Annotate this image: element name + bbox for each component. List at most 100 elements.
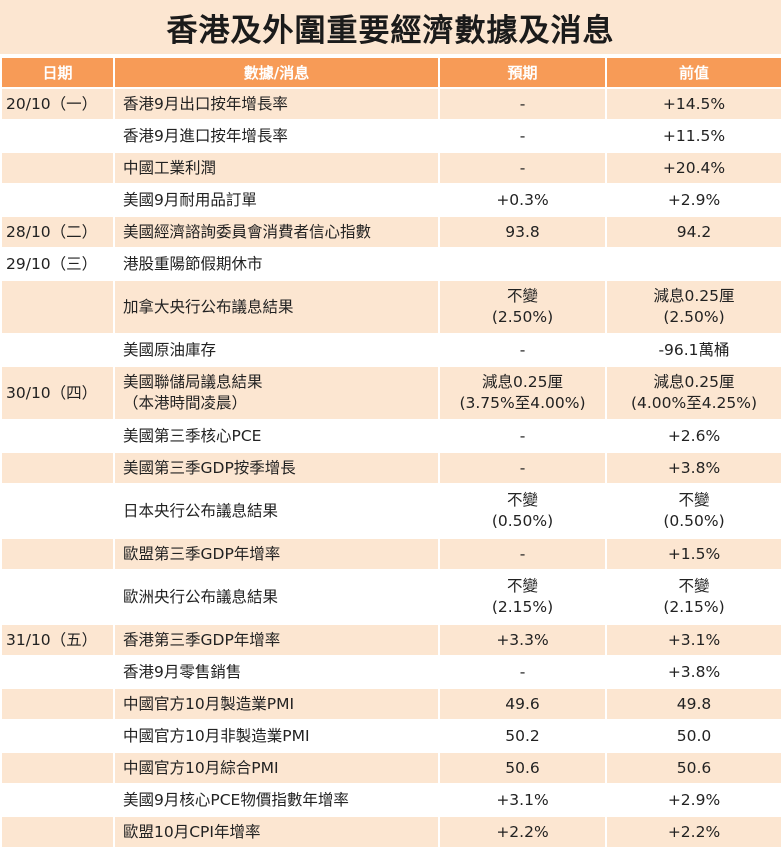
cell-item: 日本央行公布議息結果 <box>113 483 440 539</box>
column-header-previous: 前值 <box>605 56 781 89</box>
cell-previous: 不變 (2.15%) <box>605 569 781 625</box>
table-row: 美國第三季GDP按季增長 - +3.8% <box>0 451 781 485</box>
cell-expected: 減息0.25厘 (3.75%至4.00%) <box>438 365 607 421</box>
column-header-expected: 預期 <box>438 56 607 89</box>
cell-date <box>0 483 115 539</box>
cell-item: 歐洲央行公布議息結果 <box>113 569 440 625</box>
cell-previous: +14.5% <box>605 87 781 121</box>
cell-item: 香港第三季GDP年增率 <box>113 623 440 657</box>
cell-date <box>0 183 115 217</box>
table-row: 20/10（一） 香港9月出口按年增長率 - +14.5% <box>0 87 781 121</box>
cell-date: 30/10（四） <box>0 365 115 421</box>
cell-item: 中國工業利潤 <box>113 151 440 185</box>
cell-expected: - <box>438 119 607 153</box>
cell-expected: +3.3% <box>438 623 607 657</box>
cell-date <box>0 783 115 817</box>
cell-item: 美國經濟諮詢委員會消費者信心指數 <box>113 215 440 249</box>
cell-previous: 不變 (0.50%) <box>605 483 781 539</box>
cell-previous: +2.6% <box>605 419 781 453</box>
table-row: 美國9月耐用品訂單 +0.3% +2.9% <box>0 183 781 217</box>
table-row: 歐盟第三季GDP年增率 - +1.5% <box>0 537 781 571</box>
table-row: 加拿大央行公布議息結果 不變 (2.50%) 減息0.25厘 (2.50%) <box>0 279 781 335</box>
cell-previous <box>605 247 781 281</box>
cell-date <box>0 279 115 335</box>
cell-date: 29/10（三） <box>0 247 115 281</box>
cell-date: 31/10（五） <box>0 623 115 657</box>
cell-previous: 減息0.25厘 (2.50%) <box>605 279 781 335</box>
cell-previous: +3.1% <box>605 623 781 657</box>
cell-previous: 50.6 <box>605 751 781 785</box>
cell-item: 美國第三季核心PCE <box>113 419 440 453</box>
cell-item: 美國9月耐用品訂單 <box>113 183 440 217</box>
cell-date <box>0 687 115 721</box>
cell-item: 香港9月零售銷售 <box>113 655 440 689</box>
cell-expected: 50.2 <box>438 719 607 753</box>
table-row: 歐盟10月CPI年增率 +2.2% +2.2% <box>0 815 781 849</box>
economic-data-table: 日期 數據/消息 預期 前值 20/10（一） 香港9月出口按年增長率 - +14.5… <box>0 56 781 849</box>
cell-item: 中國官方10月製造業PMI <box>113 687 440 721</box>
cell-expected: - <box>438 655 607 689</box>
cell-expected: - <box>438 419 607 453</box>
table-row: 歐洲央行公布議息結果 不變 (2.15%) 不變 (2.15%) <box>0 569 781 625</box>
cell-previous: +3.8% <box>605 451 781 485</box>
table-row: 美國第三季核心PCE - +2.6% <box>0 419 781 453</box>
cell-item: 美國原油庫存 <box>113 333 440 367</box>
cell-previous: +2.9% <box>605 183 781 217</box>
table-header-row: 日期 數據/消息 預期 前值 <box>0 56 781 89</box>
cell-item: 美國9月核心PCE物價指數年增率 <box>113 783 440 817</box>
cell-item: 加拿大央行公布議息結果 <box>113 279 440 335</box>
cell-item: 美國第三季GDP按季增長 <box>113 451 440 485</box>
cell-item: 港股重陽節假期休市 <box>113 247 440 281</box>
cell-date <box>0 419 115 453</box>
table-row: 30/10（四） 美國聯儲局議息結果 （本港時間凌晨） 減息0.25厘 (3.75%至4… <box>0 365 781 421</box>
cell-expected <box>438 247 607 281</box>
cell-expected: - <box>438 537 607 571</box>
cell-date <box>0 537 115 571</box>
column-header-date: 日期 <box>0 56 115 89</box>
cell-expected: 不變 (0.50%) <box>438 483 607 539</box>
cell-item: 歐盟10月CPI年增率 <box>113 815 440 849</box>
cell-expected: +2.2% <box>438 815 607 849</box>
cell-date <box>0 719 115 753</box>
table-row: 美國9月核心PCE物價指數年增率 +3.1% +2.9% <box>0 783 781 817</box>
table-row: 中國工業利潤 - +20.4% <box>0 151 781 185</box>
cell-expected: 不變 (2.15%) <box>438 569 607 625</box>
cell-date <box>0 751 115 785</box>
cell-previous: 減息0.25厘 (4.00%至4.25%) <box>605 365 781 421</box>
table-row: 28/10（二） 美國經濟諮詢委員會消費者信心指數 93.8 94.2 <box>0 215 781 249</box>
cell-item: 中國官方10月非製造業PMI <box>113 719 440 753</box>
cell-item: 香港9月進口按年增長率 <box>113 119 440 153</box>
cell-previous: +11.5% <box>605 119 781 153</box>
table-row: 29/10（三） 港股重陽節假期休市 <box>0 247 781 281</box>
cell-expected: 50.6 <box>438 751 607 785</box>
cell-date <box>0 655 115 689</box>
table-row: 日本央行公布議息結果 不變 (0.50%) 不變 (0.50%) <box>0 483 781 539</box>
cell-expected: 49.6 <box>438 687 607 721</box>
cell-previous: +2.9% <box>605 783 781 817</box>
cell-previous: +3.8% <box>605 655 781 689</box>
table-row: 香港9月零售銷售 - +3.8% <box>0 655 781 689</box>
cell-date: 28/10（二） <box>0 215 115 249</box>
cell-date <box>0 569 115 625</box>
page-title: 香港及外圍重要經濟數據及消息 <box>0 0 781 56</box>
cell-date <box>0 119 115 153</box>
cell-previous: 94.2 <box>605 215 781 249</box>
table-row: 中國官方10月非製造業PMI 50.2 50.0 <box>0 719 781 753</box>
cell-expected: - <box>438 151 607 185</box>
cell-item: 美國聯儲局議息結果 （本港時間凌晨） <box>113 365 440 421</box>
table-row: 美國原油庫存 - -96.1萬桶 <box>0 333 781 367</box>
cell-item: 歐盟第三季GDP年增率 <box>113 537 440 571</box>
table-row: 香港9月進口按年增長率 - +11.5% <box>0 119 781 153</box>
column-header-item: 數據/消息 <box>113 56 440 89</box>
cell-expected: +0.3% <box>438 183 607 217</box>
cell-date <box>0 451 115 485</box>
cell-date <box>0 151 115 185</box>
cell-previous: 49.8 <box>605 687 781 721</box>
table-row: 31/10（五） 香港第三季GDP年增率 +3.3% +3.1% <box>0 623 781 657</box>
cell-expected: 93.8 <box>438 215 607 249</box>
cell-previous: +20.4% <box>605 151 781 185</box>
cell-date: 20/10（一） <box>0 87 115 121</box>
table-row: 中國官方10月製造業PMI 49.6 49.8 <box>0 687 781 721</box>
cell-previous: 50.0 <box>605 719 781 753</box>
cell-expected: - <box>438 87 607 121</box>
